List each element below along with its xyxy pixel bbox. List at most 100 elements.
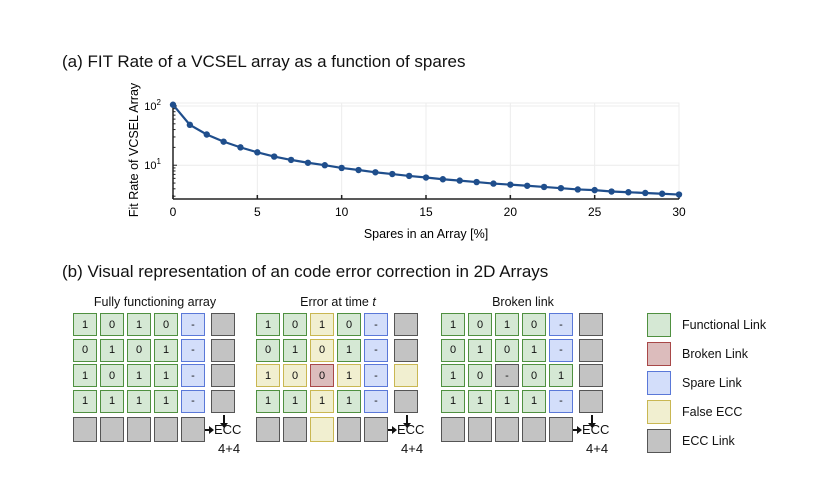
data-point: [271, 153, 278, 160]
link-cell: 1: [495, 389, 519, 413]
ecc-cell: [522, 417, 546, 442]
title-a: (a) FIT Rate of a VCSEL array as a funct…: [62, 52, 466, 71]
legend-label: Functional Link: [682, 318, 767, 332]
link-cell: 1: [441, 389, 465, 413]
link-cell: 0: [283, 364, 307, 387]
y-axis-label: Fit Rate of VCSEL Array: [127, 82, 141, 217]
ecc-label: ECC: [582, 422, 610, 437]
right-arrow-line: [388, 429, 393, 431]
down-arrow-icon: [587, 423, 596, 428]
data-point: [439, 176, 447, 183]
link-cell: 0: [256, 338, 280, 362]
ecc-sub-label: 4+4: [401, 441, 424, 456]
ecc-cell: [337, 417, 361, 442]
link-cell: [394, 338, 418, 362]
link-cell: [211, 313, 235, 336]
ecc-cell: [256, 417, 280, 442]
ecc-cell: [364, 417, 388, 442]
link-cell: [211, 364, 235, 387]
link-cell: -: [364, 313, 388, 336]
link-cell: 1: [283, 389, 307, 413]
data-point: [321, 162, 328, 169]
link-cell: 1: [73, 364, 97, 387]
ecc-cell: [468, 417, 492, 442]
link-cell: 1: [100, 338, 124, 362]
link-cell: 0: [310, 338, 334, 362]
link-cell: 1: [154, 338, 178, 362]
ecc-cell: [441, 417, 465, 442]
link-cell: 0: [495, 338, 519, 362]
link-cell: 1: [549, 364, 573, 387]
link-cell: 0: [468, 364, 492, 387]
data-point: [355, 166, 362, 174]
down-arrow-icon: [402, 423, 411, 428]
x-tick-label: 25: [588, 205, 602, 219]
link-cell: 1: [310, 313, 334, 336]
link-cell: 1: [337, 389, 361, 413]
legend-label: Spare Link: [682, 376, 742, 390]
array-title: Error at time t: [253, 295, 423, 309]
link-cell: 1: [127, 313, 151, 336]
ecc-cell: [549, 417, 573, 442]
x-tick-label: 15: [419, 205, 433, 219]
link-cell: 1: [127, 389, 151, 413]
link-cell: 1: [337, 338, 361, 362]
link-cell: 0: [283, 313, 307, 336]
link-cell: [579, 338, 603, 362]
link-cell: -: [495, 364, 519, 387]
link-cell: [211, 338, 235, 362]
y-tick-label: 101: [144, 157, 161, 172]
link-cell: 0: [441, 338, 465, 362]
data-point: [490, 180, 497, 187]
link-cell: 0: [522, 364, 546, 387]
data-point: [591, 186, 598, 194]
link-cell: 1: [468, 338, 492, 362]
x-tick-label: 20: [504, 205, 518, 219]
array-title-text: Fully functioning array: [93, 295, 217, 309]
data-point: [338, 164, 345, 172]
ecc-cell: [100, 417, 124, 442]
legend-label: ECC Link: [682, 434, 735, 448]
array-title-text: Error at time: [300, 295, 373, 309]
ecc-cell: [127, 417, 151, 442]
down-arrow-line: [406, 415, 408, 424]
data-point: [642, 189, 649, 197]
down-arrow-icon: [219, 423, 228, 428]
data-point: [608, 188, 615, 195]
legend-swatch-f: [647, 313, 671, 337]
legend-swatch-y: [647, 400, 671, 424]
link-cell: -: [181, 389, 205, 413]
link-cell: -: [549, 338, 573, 362]
link-cell: 1: [154, 364, 178, 387]
link-cell: [394, 364, 418, 387]
x-axis-label: Spares in an Array [%]: [364, 227, 488, 241]
data-point: [186, 121, 194, 129]
data-point: [540, 183, 548, 191]
link-cell: 1: [127, 364, 151, 387]
link-cell: 1: [256, 313, 280, 336]
legend-swatch-s: [647, 371, 671, 395]
x-tick-label: 5: [254, 205, 261, 219]
title-b: (b) Visual representation of an code err…: [62, 262, 549, 281]
link-cell: 1: [256, 364, 280, 387]
link-cell: 1: [256, 389, 280, 413]
x-tick-label: 30: [672, 205, 686, 219]
link-cell: [579, 364, 603, 387]
ecc-cell: [495, 417, 519, 442]
x-tick-label: 0: [170, 205, 177, 219]
link-cell: 1: [495, 313, 519, 336]
data-point: [524, 182, 531, 189]
link-cell: 0: [127, 338, 151, 362]
link-cell: 1: [283, 338, 307, 362]
array-title: Broken link: [438, 295, 608, 309]
link-cell: -: [181, 313, 205, 336]
data-point: [254, 149, 261, 156]
link-cell: 0: [73, 338, 97, 362]
right-arrow-icon: [392, 426, 397, 434]
fit-rate-chart: 0 5 10 15 20 25 30 102 101 Spares in an Array [%…: [127, 82, 686, 241]
link-cell: 0: [468, 313, 492, 336]
link-cell: 0: [100, 313, 124, 336]
ecc-sub-label: 4+4: [586, 441, 609, 456]
data-point: [456, 177, 463, 184]
